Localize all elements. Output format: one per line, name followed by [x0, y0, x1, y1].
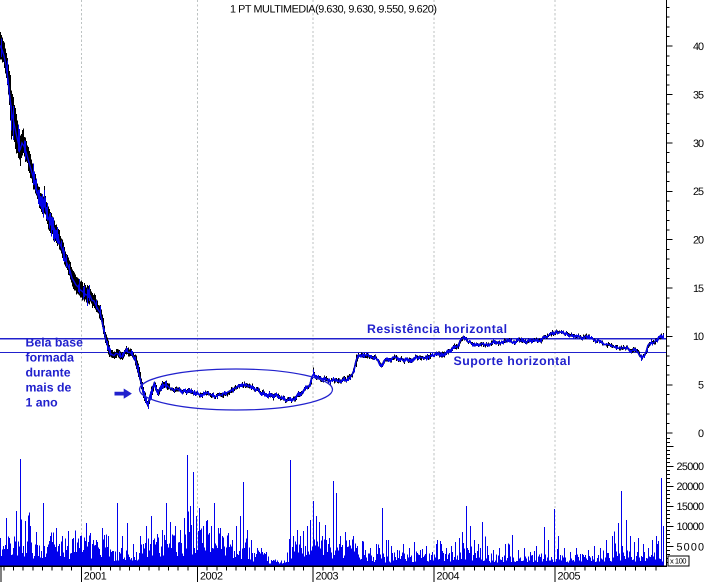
svg-text:2002: 2002 — [200, 571, 223, 582]
svg-text:25: 25 — [693, 186, 704, 198]
svg-text:15000: 15000 — [677, 501, 705, 513]
svg-text:mais de: mais de — [26, 381, 72, 395]
svg-text:Resistência horizontal: Resistência horizontal — [367, 322, 507, 336]
svg-text:x 100: x 100 — [670, 557, 687, 566]
svg-text:2005: 2005 — [558, 571, 581, 582]
svg-text:20000: 20000 — [677, 481, 705, 493]
svg-text:35: 35 — [693, 89, 704, 101]
svg-text:10000: 10000 — [677, 521, 705, 533]
svg-text:Suporte horizontal: Suporte horizontal — [454, 354, 571, 368]
svg-text:Bela base: Bela base — [26, 335, 84, 349]
svg-text:2004: 2004 — [437, 571, 460, 582]
svg-text:2001: 2001 — [84, 571, 107, 582]
svg-text:25000: 25000 — [677, 461, 705, 473]
svg-text:5000: 5000 — [677, 541, 705, 553]
svg-text:40: 40 — [693, 41, 704, 53]
svg-text:10: 10 — [693, 331, 704, 343]
svg-text:5: 5 — [698, 380, 704, 392]
svg-text:durante: durante — [26, 365, 71, 379]
svg-text:1 PT MULTIMEDIA(9.630, 9.630,: 1 PT MULTIMEDIA(9.630, 9.630, 9.550, 9.6… — [230, 4, 437, 16]
svg-text:30: 30 — [693, 138, 704, 150]
svg-text:1 ano: 1 ano — [26, 396, 59, 410]
svg-text:20: 20 — [693, 235, 704, 247]
svg-text:formada: formada — [26, 350, 75, 364]
svg-text:2003: 2003 — [316, 571, 339, 582]
svg-text:0: 0 — [698, 428, 704, 440]
svg-text:15: 15 — [693, 283, 704, 295]
